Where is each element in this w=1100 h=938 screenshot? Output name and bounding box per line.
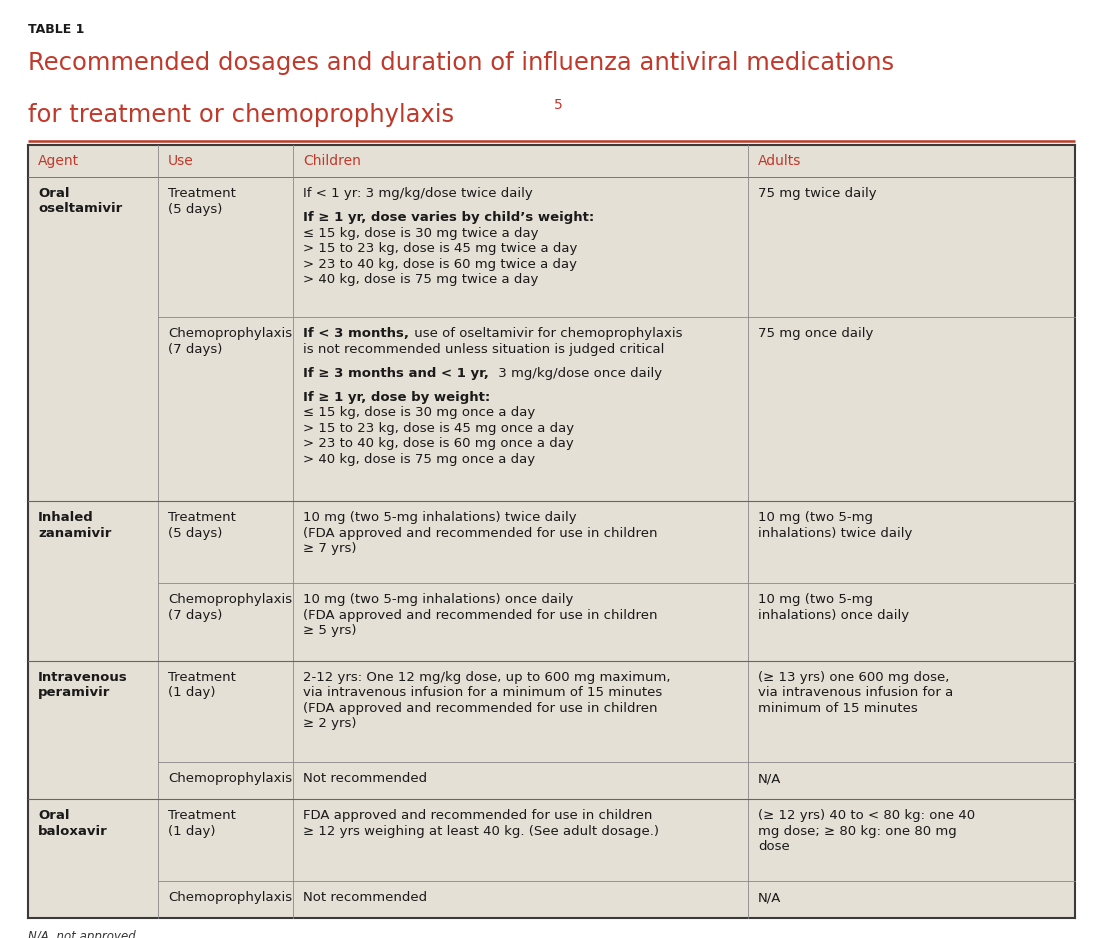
Text: Treatment: Treatment	[168, 511, 235, 524]
Bar	[28, 799, 1075, 881]
Text: N/A: N/A	[758, 772, 781, 785]
Text: for treatment or chemoprophylaxis: for treatment or chemoprophylaxis	[28, 103, 454, 127]
Text: use of oseltamivir for chemoprophylaxis: use of oseltamivir for chemoprophylaxis	[410, 327, 683, 340]
Text: 75 mg once daily: 75 mg once daily	[758, 327, 873, 340]
Text: > 23 to 40 kg, dose is 60 mg once a day: > 23 to 40 kg, dose is 60 mg once a day	[302, 437, 574, 450]
Text: Recommended dosages and duration of influenza antiviral medications: Recommended dosages and duration of infl…	[28, 51, 894, 75]
Text: ≥ 12 yrs weighing at least 40 kg. (See adult dosage.): ≥ 12 yrs weighing at least 40 kg. (See a…	[302, 825, 659, 838]
Text: N/A: N/A	[758, 891, 781, 904]
Bar	[28, 763, 1075, 799]
Text: 10 mg (two 5-mg inhalations) once daily: 10 mg (two 5-mg inhalations) once daily	[302, 594, 573, 606]
Text: (FDA approved and recommended for use in children: (FDA approved and recommended for use in…	[302, 702, 658, 715]
Text: 10 mg (two 5-mg: 10 mg (two 5-mg	[758, 511, 873, 524]
Text: Not recommended: Not recommended	[302, 891, 427, 904]
Text: mg dose; ≥ 80 kg: one 80 mg: mg dose; ≥ 80 kg: one 80 mg	[758, 825, 957, 838]
Text: (1 day): (1 day)	[168, 825, 216, 838]
Text: Adults: Adults	[758, 154, 802, 168]
Text: > 40 kg, dose is 75 mg twice a day: > 40 kg, dose is 75 mg twice a day	[302, 273, 538, 286]
Text: If < 1 yr: 3 mg/kg/dose twice daily: If < 1 yr: 3 mg/kg/dose twice daily	[302, 187, 532, 200]
Text: > 15 to 23 kg, dose is 45 mg once a day: > 15 to 23 kg, dose is 45 mg once a day	[302, 422, 574, 435]
Text: N/A, not approved.: N/A, not approved.	[28, 930, 140, 938]
Text: ≤ 15 kg, dose is 30 mg twice a day: ≤ 15 kg, dose is 30 mg twice a day	[302, 226, 539, 239]
Text: baloxavir: baloxavir	[39, 825, 108, 838]
Text: If ≥ 1 yr, dose varies by child’s weight:: If ≥ 1 yr, dose varies by child’s weight…	[302, 211, 594, 224]
Text: via intravenous infusion for a: via intravenous infusion for a	[758, 687, 954, 699]
Text: 10 mg (two 5-mg: 10 mg (two 5-mg	[758, 594, 873, 606]
Bar	[28, 660, 1075, 763]
Text: ≥ 2 yrs): ≥ 2 yrs)	[302, 718, 356, 730]
Bar	[28, 583, 1075, 660]
Text: Treatment: Treatment	[168, 671, 235, 684]
Text: oseltamivir: oseltamivir	[39, 203, 122, 216]
Text: 3 mg/kg/dose once daily: 3 mg/kg/dose once daily	[494, 367, 662, 380]
Text: Intravenous: Intravenous	[39, 671, 128, 684]
Text: ≥ 5 yrs): ≥ 5 yrs)	[302, 625, 356, 637]
Text: 5: 5	[554, 98, 563, 112]
Text: Use: Use	[168, 154, 194, 168]
Text: via intravenous infusion for a minimum of 15 minutes: via intravenous infusion for a minimum o…	[302, 687, 662, 699]
Text: FDA approved and recommended for use in children: FDA approved and recommended for use in …	[302, 809, 652, 822]
Text: (5 days): (5 days)	[168, 526, 222, 539]
Text: (1 day): (1 day)	[168, 687, 216, 699]
Text: TABLE 1: TABLE 1	[28, 23, 85, 36]
Text: > 15 to 23 kg, dose is 45 mg twice a day: > 15 to 23 kg, dose is 45 mg twice a day	[302, 242, 578, 255]
Text: ≥ 7 yrs): ≥ 7 yrs)	[302, 542, 356, 555]
Text: 2-12 yrs: One 12 mg/kg dose, up to 600 mg maximum,: 2-12 yrs: One 12 mg/kg dose, up to 600 m…	[302, 671, 671, 684]
Text: If ≥ 1 yr, dose by weight:: If ≥ 1 yr, dose by weight:	[302, 391, 491, 404]
Text: peramivir: peramivir	[39, 687, 110, 699]
Text: Not recommended: Not recommended	[302, 772, 427, 785]
Text: (7 days): (7 days)	[168, 342, 222, 356]
Text: minimum of 15 minutes: minimum of 15 minutes	[758, 702, 917, 715]
Text: > 23 to 40 kg, dose is 60 mg twice a day: > 23 to 40 kg, dose is 60 mg twice a day	[302, 258, 578, 270]
Bar	[28, 145, 1075, 177]
Text: is not recommended unless situation is judged critical: is not recommended unless situation is j…	[302, 342, 664, 356]
Bar	[28, 501, 1075, 583]
Bar	[28, 881, 1075, 918]
Text: 10 mg (two 5-mg inhalations) twice daily: 10 mg (two 5-mg inhalations) twice daily	[302, 511, 576, 524]
Text: Oral: Oral	[39, 187, 69, 200]
Text: Oral: Oral	[39, 809, 69, 822]
Text: zanamivir: zanamivir	[39, 526, 111, 539]
Text: dose: dose	[758, 840, 790, 853]
Text: Chemoprophylaxis: Chemoprophylaxis	[168, 891, 293, 904]
Bar	[28, 317, 1075, 501]
Bar	[28, 177, 1075, 317]
Text: ≤ 15 kg, dose is 30 mg once a day: ≤ 15 kg, dose is 30 mg once a day	[302, 406, 536, 419]
Text: Chemoprophylaxis: Chemoprophylaxis	[168, 772, 293, 785]
Text: Chemoprophylaxis: Chemoprophylaxis	[168, 327, 293, 340]
Text: inhalations) twice daily: inhalations) twice daily	[758, 526, 912, 539]
Text: If ≥ 3 months and < 1 yr,: If ≥ 3 months and < 1 yr,	[302, 367, 488, 380]
Text: inhalations) once daily: inhalations) once daily	[758, 609, 909, 622]
Text: > 40 kg, dose is 75 mg once a day: > 40 kg, dose is 75 mg once a day	[302, 453, 535, 466]
Text: (FDA approved and recommended for use in children: (FDA approved and recommended for use in…	[302, 526, 658, 539]
Text: Treatment: Treatment	[168, 809, 235, 822]
Text: Children: Children	[302, 154, 361, 168]
Text: (5 days): (5 days)	[168, 203, 222, 216]
Text: If < 3 months,: If < 3 months,	[302, 327, 409, 340]
Text: Chemoprophylaxis: Chemoprophylaxis	[168, 594, 293, 606]
Text: Treatment: Treatment	[168, 187, 235, 200]
Text: Inhaled: Inhaled	[39, 511, 94, 524]
Text: (≥ 13 yrs) one 600 mg dose,: (≥ 13 yrs) one 600 mg dose,	[758, 671, 949, 684]
Text: 75 mg twice daily: 75 mg twice daily	[758, 187, 877, 200]
Text: Agent: Agent	[39, 154, 79, 168]
Text: (≥ 12 yrs) 40 to < 80 kg: one 40: (≥ 12 yrs) 40 to < 80 kg: one 40	[758, 809, 975, 822]
Text: (FDA approved and recommended for use in children: (FDA approved and recommended for use in…	[302, 609, 658, 622]
Text: (7 days): (7 days)	[168, 609, 222, 622]
